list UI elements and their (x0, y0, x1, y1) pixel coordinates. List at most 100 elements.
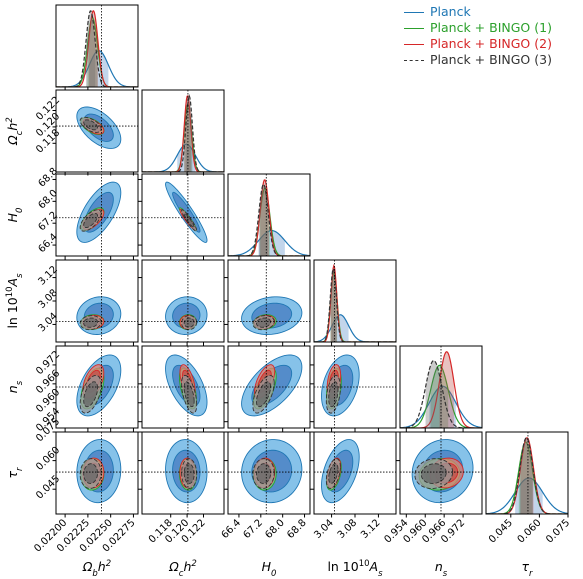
axis-label-part: τ (521, 559, 529, 574)
legend-item: Planck (404, 4, 552, 20)
axis-label-part: s (378, 569, 383, 579)
axis-label-part: A (5, 278, 20, 288)
marginal-band-ns-1 (430, 365, 449, 428)
marginal-band-tau-1 (518, 441, 533, 514)
contour-68-omega-c-h0-0 (172, 191, 201, 233)
x-axis-label-lnas: ln 1010As (327, 559, 383, 579)
marginal-band-omega-c-2 (184, 95, 191, 172)
contour-68-omega-c-lnas-3 (183, 317, 195, 328)
y-axis-label-ns: ns (5, 380, 25, 393)
legend-item: Planck + BINGO (3) (404, 52, 552, 68)
x-tick-label: 68.8 (285, 517, 309, 541)
axis-label-part: h (5, 123, 20, 131)
axis-label-part: n (5, 385, 20, 393)
x-tick-label: 67.2 (242, 517, 266, 541)
legend-item: Planck + BINGO (2) (404, 36, 552, 52)
contour-68-lnas-ns-3 (328, 381, 339, 408)
panel-ns-vs-lnas (314, 346, 396, 428)
axis-label-part: 2 (5, 117, 15, 122)
x-axis-label-tau: τr (521, 559, 533, 579)
panel-h0-vs-omega-c (142, 174, 224, 256)
marginal-band-ns-0 (429, 386, 456, 428)
axis-label-part: h (98, 559, 106, 574)
axis-label-part: 10 (5, 286, 15, 297)
axis-label-part: c (15, 130, 25, 135)
marginal-curve-omega-b-3 (56, 10, 138, 87)
panel-lnas-vs-omega-c (142, 260, 224, 342)
panel-frame (227, 431, 311, 515)
legend: Planck Planck + BINGO (1) Planck + BINGO (… (404, 4, 552, 68)
x-axis-label-omega-b: Ωbh2 (82, 559, 111, 579)
contour-68-omega-c-tau-3 (183, 463, 195, 484)
panel-frame (55, 345, 139, 429)
marginal-curve-h0-0 (228, 229, 310, 256)
marginal-band-tau-2 (520, 437, 534, 514)
panel-lnas-vs-omega-b (56, 260, 138, 342)
contour-68-omega-b-h0-3 (83, 212, 99, 228)
axis-label-part: s (443, 569, 448, 579)
panel-frame (55, 173, 139, 257)
contour-68-h0-tau-3 (256, 463, 272, 484)
marginal-curve-lnas-2 (314, 264, 396, 342)
marginal-curve-tau-0 (486, 477, 568, 514)
panel-tau-vs-lnas (314, 432, 396, 514)
marginal-band-h0-3 (258, 184, 269, 256)
panel-ns-vs-h0 (228, 346, 310, 428)
panel-ns-vs-omega-c (142, 346, 224, 428)
legend-label: Planck + BINGO (3) (430, 52, 552, 67)
marginal-curve-h0-2 (228, 179, 310, 256)
contour-68-omega-c-h0-3 (183, 212, 195, 228)
marginal-curve-lnas-3 (314, 267, 396, 342)
panel-tau-vs-omega-c (142, 432, 224, 514)
legend-label: Planck + BINGO (1) (430, 20, 552, 35)
x-axis-label-ns: ns (435, 559, 448, 579)
panel-lnas-vs-lnas (314, 260, 396, 342)
axis-label-part: h (183, 559, 191, 574)
x-tick-label: 68.0 (263, 517, 287, 541)
panel-frame (141, 431, 225, 515)
y-axis-label-omega-c: Ωch2 (5, 117, 25, 146)
panel-tau-vs-omega-b (56, 432, 138, 514)
axis-label-part: A (369, 559, 379, 574)
marginal-band-lnas-2 (330, 265, 337, 342)
axis-label-part: H (262, 559, 272, 574)
axis-label-part: 2 (106, 559, 111, 569)
axis-label-part: b (92, 569, 97, 579)
panel-omega-c-vs-omega-b (56, 90, 138, 172)
axis-label-part: s (15, 273, 25, 278)
legend-swatch (404, 11, 424, 13)
panel-h0-vs-h0 (228, 174, 310, 256)
y-axis-label-tau: τr (5, 467, 25, 479)
axis-label-part: n (435, 559, 443, 574)
marginal-band-lnas-0 (332, 314, 349, 342)
x-tick-label: 3.04 (312, 517, 336, 541)
legend-swatch (404, 27, 424, 29)
contour-68-ns-tau-3 (420, 463, 447, 484)
panel-omega-c-vs-omega-c (142, 90, 224, 172)
x-tick-label: 3.08 (336, 517, 360, 541)
axis-label-part: ln 10 (327, 559, 358, 574)
axis-label-part: r (15, 467, 25, 471)
axis-label-part: 2 (191, 559, 196, 569)
contour-68-h0-lnas-3 (256, 317, 272, 328)
panel-frame (399, 431, 483, 515)
legend-swatch (404, 59, 424, 61)
axis-label-part: Ω (5, 135, 20, 146)
y-tick-label: 0.045 (34, 473, 62, 501)
x-axis-label-h0: H0 (262, 559, 277, 579)
marginal-curve-omega-c-3 (142, 94, 224, 172)
marginal-band-omega-b-3 (86, 10, 96, 87)
marginal-curve-omega-b-2 (56, 10, 138, 87)
axis-label-part: ln 10 (5, 297, 20, 328)
axis-label-part: c (179, 569, 184, 579)
axis-label-part: r (529, 569, 533, 579)
axis-label-part: H (5, 212, 20, 222)
marginal-curve-lnas-1 (314, 271, 396, 342)
x-tick-label: 0.075 (544, 517, 572, 545)
panel-lnas-vs-h0 (228, 260, 310, 342)
panel-h0-vs-omega-b (56, 174, 138, 256)
marginal-curve-omega-c-2 (142, 95, 224, 172)
panel-frame (227, 173, 311, 257)
panel-frame (227, 345, 311, 429)
